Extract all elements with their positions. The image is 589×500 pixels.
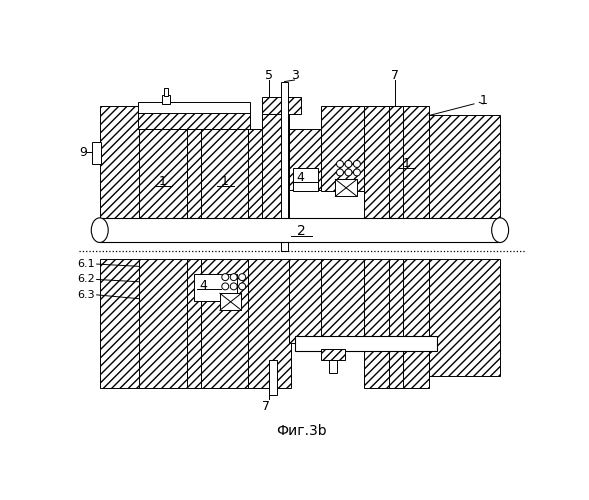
Bar bbox=[249, 258, 291, 388]
Circle shape bbox=[336, 169, 343, 176]
Circle shape bbox=[345, 169, 352, 176]
Bar bbox=[139, 258, 187, 388]
Bar bbox=[194, 274, 237, 301]
Bar bbox=[335, 180, 357, 196]
Bar bbox=[162, 94, 170, 104]
Bar bbox=[269, 360, 277, 395]
Circle shape bbox=[353, 160, 360, 168]
Circle shape bbox=[345, 160, 352, 168]
Circle shape bbox=[222, 274, 229, 280]
Text: 1: 1 bbox=[220, 175, 229, 188]
Bar bbox=[322, 106, 364, 191]
Bar bbox=[249, 128, 262, 232]
Bar bbox=[138, 102, 250, 113]
Circle shape bbox=[239, 274, 246, 280]
Circle shape bbox=[230, 274, 237, 280]
Bar bbox=[262, 106, 289, 233]
Circle shape bbox=[230, 283, 237, 290]
Circle shape bbox=[239, 283, 246, 290]
Bar bbox=[139, 128, 187, 232]
Bar bbox=[289, 128, 322, 190]
Text: 5: 5 bbox=[265, 69, 273, 82]
Bar bbox=[262, 97, 301, 114]
Bar bbox=[289, 258, 324, 344]
Text: 9: 9 bbox=[79, 146, 87, 159]
Bar bbox=[293, 168, 317, 191]
Bar bbox=[100, 258, 140, 388]
Text: 6.3: 6.3 bbox=[77, 290, 95, 300]
Text: 1: 1 bbox=[479, 94, 487, 106]
Text: 3: 3 bbox=[290, 69, 299, 82]
Bar bbox=[389, 258, 403, 388]
Text: 1: 1 bbox=[402, 158, 410, 170]
Bar bbox=[329, 360, 337, 374]
Bar bbox=[201, 128, 249, 232]
Bar bbox=[100, 218, 500, 242]
Bar bbox=[364, 258, 429, 388]
Text: 4: 4 bbox=[200, 279, 208, 292]
Bar bbox=[138, 112, 250, 128]
Ellipse shape bbox=[91, 218, 108, 242]
Bar bbox=[187, 258, 201, 388]
Circle shape bbox=[336, 160, 343, 168]
Text: 2: 2 bbox=[297, 224, 306, 238]
Ellipse shape bbox=[492, 218, 509, 242]
Bar bbox=[100, 106, 140, 233]
Bar bbox=[322, 349, 345, 360]
Text: Фиг.3b: Фиг.3b bbox=[276, 424, 327, 438]
Text: 7: 7 bbox=[262, 400, 270, 413]
Bar bbox=[92, 142, 101, 164]
Text: 1: 1 bbox=[159, 175, 167, 188]
Bar bbox=[294, 336, 437, 351]
Text: 6.2: 6.2 bbox=[77, 274, 95, 284]
Bar bbox=[201, 258, 249, 388]
Text: 4: 4 bbox=[296, 172, 304, 184]
Circle shape bbox=[353, 169, 360, 176]
Bar bbox=[429, 116, 500, 233]
Text: 6.1: 6.1 bbox=[77, 259, 95, 269]
Text: 7: 7 bbox=[391, 69, 399, 82]
Bar bbox=[282, 82, 287, 251]
Bar bbox=[187, 128, 201, 232]
Bar bbox=[164, 88, 168, 96]
Bar bbox=[322, 258, 364, 336]
Bar bbox=[389, 106, 403, 233]
Circle shape bbox=[222, 283, 229, 290]
Bar bbox=[429, 258, 500, 376]
Bar bbox=[220, 294, 241, 310]
Bar bbox=[364, 106, 429, 233]
